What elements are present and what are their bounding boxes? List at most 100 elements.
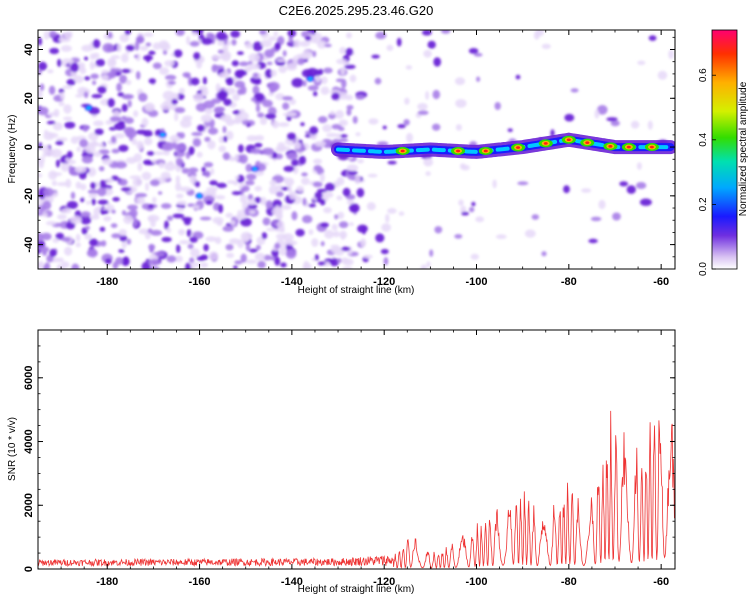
heatmap-noise-blob bbox=[88, 193, 98, 199]
heatmap-noise-blob bbox=[239, 61, 249, 67]
heatmap-noise-blob bbox=[169, 134, 181, 143]
heatmap-noise-blob bbox=[85, 200, 92, 205]
heatmap-noise-blob bbox=[225, 212, 233, 218]
heatmap-noise-blob bbox=[179, 186, 192, 192]
heatmap-noise-blob bbox=[121, 68, 131, 74]
heatmap-noise-blob bbox=[119, 234, 128, 242]
heatmap-noise-blob bbox=[260, 39, 273, 48]
heatmap-noise-blob bbox=[111, 148, 120, 154]
signal-core-red bbox=[516, 146, 521, 149]
heatmap-hot-spot-core bbox=[86, 106, 91, 110]
heatmap-noise-blob bbox=[320, 76, 328, 85]
heatmap-noise-blob bbox=[189, 257, 195, 264]
heatmap-noise-blob bbox=[118, 249, 125, 253]
heatmap-noise-blob bbox=[203, 100, 215, 109]
heatmap-noise-blob bbox=[296, 58, 305, 65]
heatmap-noise-blob bbox=[517, 181, 529, 186]
heatmap-noise-blob bbox=[133, 153, 142, 163]
heatmap-noise-blob bbox=[136, 140, 144, 150]
heatmap-noise-blob bbox=[232, 93, 240, 101]
heatmap-noise-blob bbox=[176, 244, 181, 254]
heatmap-noise-blob bbox=[476, 76, 481, 82]
heatmap-noise-blob bbox=[149, 179, 160, 187]
heatmap-noise-blob bbox=[178, 87, 185, 95]
heatmap-noise-blob bbox=[259, 30, 267, 35]
heatmap-noise-blob bbox=[594, 109, 600, 119]
heatmap-noise-blob bbox=[217, 92, 227, 102]
heatmap-noise-blob bbox=[630, 120, 640, 129]
heatmap-noise-blob bbox=[167, 80, 176, 85]
heatmap-noise-blob bbox=[404, 97, 410, 105]
heatmap-noise-blob bbox=[262, 147, 274, 156]
heatmap-noise-blob bbox=[91, 142, 101, 147]
heatmap-noise-blob bbox=[342, 258, 354, 266]
heatmap-noise-blob bbox=[317, 188, 328, 193]
heatmap-noise-blob bbox=[344, 64, 356, 70]
heatmap-noise-blob bbox=[141, 171, 152, 181]
heatmap-noise-blob bbox=[309, 126, 319, 135]
heatmap-noise-blob bbox=[314, 254, 319, 261]
heatmap-noise-blob bbox=[344, 94, 354, 101]
heatmap-noise-blob bbox=[349, 74, 357, 83]
heatmap-noise-blob bbox=[114, 133, 126, 139]
heatmap-noise-blob bbox=[38, 173, 43, 178]
heatmap-noise-blob bbox=[318, 68, 324, 75]
x-tick-label: -140 bbox=[281, 576, 303, 588]
x-tick-label: -100 bbox=[465, 576, 487, 588]
heatmap-noise-blob bbox=[185, 151, 191, 159]
heatmap-noise-blob bbox=[422, 30, 432, 36]
heatmap-noise-blob bbox=[195, 181, 200, 188]
heatmap-noise-blob bbox=[147, 228, 153, 234]
y-tick-label: 40 bbox=[23, 43, 35, 55]
heatmap-noise-blob bbox=[250, 148, 262, 154]
heatmap-noise-blob bbox=[142, 159, 153, 165]
heatmap-noise-blob bbox=[61, 261, 70, 269]
heatmap-noise-blob bbox=[337, 211, 345, 220]
heatmap-noise-blob bbox=[234, 260, 243, 265]
y-tick-label: 0 bbox=[23, 566, 35, 572]
heatmap-noise-blob bbox=[148, 78, 156, 84]
heatmap-noise-blob bbox=[63, 116, 73, 121]
signal-core-red bbox=[585, 141, 590, 144]
x-tick-label: -100 bbox=[465, 276, 487, 288]
heatmap-noise-blob bbox=[41, 232, 52, 241]
heatmap-noise-blob bbox=[241, 233, 250, 243]
heatmap-noise-blob bbox=[423, 49, 432, 58]
heatmap-noise-blob bbox=[121, 115, 127, 121]
heatmap-noise-blob bbox=[338, 221, 349, 229]
heatmap-noise-blob bbox=[118, 144, 129, 152]
heatmap-noise-blob bbox=[201, 37, 213, 45]
heatmap-noise-blob bbox=[132, 177, 143, 187]
heatmap-noise-blob bbox=[228, 156, 236, 162]
heatmap-noise-blob bbox=[222, 152, 231, 161]
heatmap-hot-spot-core bbox=[197, 194, 202, 198]
signal-core-red bbox=[483, 149, 488, 153]
heatmap-noise-blob bbox=[274, 242, 281, 250]
heatmap-noise-blob bbox=[164, 143, 172, 149]
heatmap-noise-blob bbox=[441, 30, 451, 34]
heatmap-noise-blob bbox=[221, 53, 231, 62]
heatmap-noise-blob bbox=[176, 132, 182, 137]
heatmap-noise-blob bbox=[192, 138, 202, 147]
heatmap-noise-blob bbox=[264, 113, 277, 120]
heatmap-noise-blob bbox=[110, 68, 117, 78]
heatmap-noise-blob bbox=[212, 216, 224, 224]
heatmap-noise-blob bbox=[64, 121, 76, 129]
heatmap-noise-blob bbox=[97, 199, 109, 205]
colorbar-tick-label: 0.2 bbox=[698, 197, 709, 211]
heatmap-noise-blob bbox=[117, 92, 125, 97]
heatmap-noise-blob bbox=[515, 74, 521, 80]
heatmap-noise-blob bbox=[58, 37, 65, 42]
heatmap-noise-blob bbox=[274, 256, 281, 266]
heatmap-noise-blob bbox=[172, 213, 185, 219]
heatmap-noise-blob bbox=[454, 234, 463, 239]
colorbar-gradient bbox=[711, 29, 738, 270]
heatmap-noise-blob bbox=[65, 178, 72, 188]
heatmap-noise-blob bbox=[283, 165, 295, 172]
heatmap-noise-blob bbox=[433, 57, 442, 67]
heatmap-noise-blob bbox=[80, 211, 91, 218]
heatmap-noise-blob bbox=[209, 180, 218, 186]
heatmap-noise-blob bbox=[55, 159, 61, 168]
heatmap-noise-blob bbox=[270, 69, 277, 77]
heatmap-noise-blob bbox=[610, 120, 620, 127]
